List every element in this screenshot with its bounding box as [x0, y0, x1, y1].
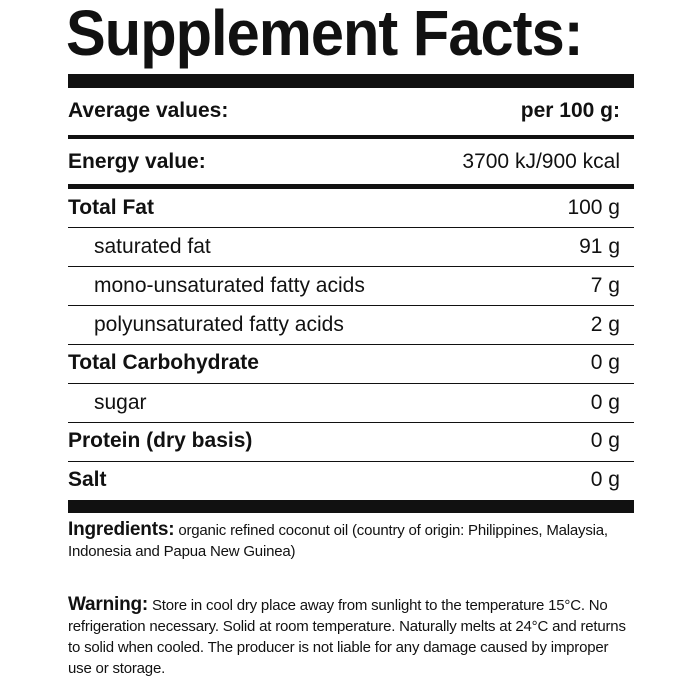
row-value: 3700 kJ/900 kcal: [462, 150, 620, 173]
ingredients: Ingredients: organic refined coconut oil…: [68, 519, 634, 562]
row-value: 100 g: [567, 196, 620, 219]
ingredients-label: Ingredients:: [68, 519, 175, 540]
row: Protein (dry basis) 0 g: [68, 422, 620, 460]
row: Total Carbohydrate 0 g: [68, 344, 620, 382]
rule: [68, 184, 634, 189]
row-label: Total Fat: [68, 196, 154, 219]
row-label: polyunsaturated fatty acids: [94, 313, 344, 336]
row-value: 91 g: [579, 235, 620, 258]
row: Total Fat 100 g: [68, 189, 620, 227]
row-value: 0 g: [590, 429, 620, 452]
row: saturated fat 91 g: [68, 228, 620, 266]
rule: [68, 344, 634, 345]
row-value: 0 g: [590, 468, 620, 491]
warning-text: Store in cool dry place away from sunlig…: [68, 597, 626, 677]
row-label: Total Carbohydrate: [68, 351, 259, 374]
row-label: Salt: [68, 468, 107, 491]
row: Salt 0 g: [68, 461, 620, 499]
header-label: Average values:: [68, 99, 229, 122]
rule: [68, 227, 634, 228]
row-value: 7 g: [590, 274, 620, 297]
row-value: 0 g: [590, 351, 620, 374]
row: mono-unsaturated fatty acids 7 g: [68, 267, 620, 305]
row-label: saturated fat: [94, 235, 211, 258]
title: Supplement Facts:: [66, 0, 584, 69]
row: sugar 0 g: [68, 384, 620, 422]
thick-rule: [68, 500, 634, 513]
rule: [68, 305, 634, 306]
row-value: 2 g: [590, 313, 620, 336]
rule: [68, 461, 634, 462]
row: polyunsaturated fatty acids 2 g: [68, 306, 620, 344]
rule: [68, 422, 634, 423]
row-label: Energy value:: [68, 150, 206, 173]
rule: [68, 266, 634, 267]
row-value: 0 g: [590, 391, 620, 414]
rule: [68, 135, 634, 139]
rule: [68, 383, 634, 384]
row: Energy value: 3700 kJ/900 kcal: [68, 143, 620, 181]
row-label: sugar: [94, 391, 147, 414]
ingredients-text: organic refined coconut oil (country of …: [68, 522, 608, 560]
thick-rule: [68, 74, 634, 88]
warning-label: Warning:: [68, 594, 149, 615]
header-value: per 100 g:: [520, 99, 620, 122]
row-label: mono-unsaturated fatty acids: [94, 274, 365, 297]
warning: Warning: Store in cool dry place away fr…: [68, 594, 634, 679]
header-row: Average values: per 100 g:: [68, 92, 620, 130]
row-label: Protein (dry basis): [68, 429, 253, 452]
